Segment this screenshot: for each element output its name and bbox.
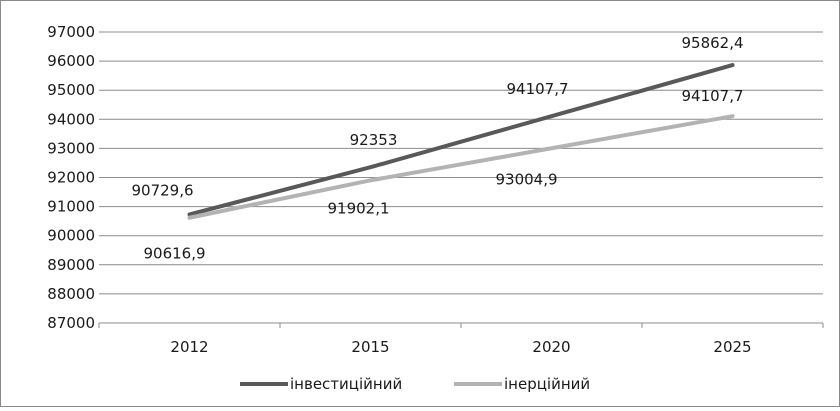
legend-label: інвестиційний [290,375,402,393]
y-tick-label: 91000 [47,198,95,216]
data-label: 95862,4 [681,34,743,52]
data-label: 94107,7 [681,87,743,105]
y-tick-label: 96000 [47,52,95,70]
y-tick-label: 93000 [47,139,95,157]
y-tick-label: 89000 [47,256,95,274]
data-label: 90616,9 [143,245,205,263]
y-tick-label: 94000 [47,110,95,128]
data-label: 90729,6 [131,181,193,199]
y-tick-label: 87000 [47,314,95,332]
x-tick-label: 2020 [532,338,570,356]
series-line-investment [187,63,735,217]
data-label: 93004,9 [495,170,557,188]
x-tick-label: 2015 [351,338,389,356]
data-label: 92353 [350,131,398,149]
y-tick-label: 97000 [47,23,95,41]
y-tick-label: 90000 [47,227,95,245]
x-tick-label: 2025 [713,338,751,356]
legend-label: інерційний [504,375,590,393]
y-tick-label: 95000 [47,81,95,99]
data-label: 91902,1 [327,199,389,217]
y-tick-label: 88000 [47,285,95,303]
data-label: 94107,7 [506,80,568,98]
series-line-inertial [187,114,735,220]
y-tick-label: 92000 [47,169,95,187]
x-tick-label: 2012 [170,338,208,356]
